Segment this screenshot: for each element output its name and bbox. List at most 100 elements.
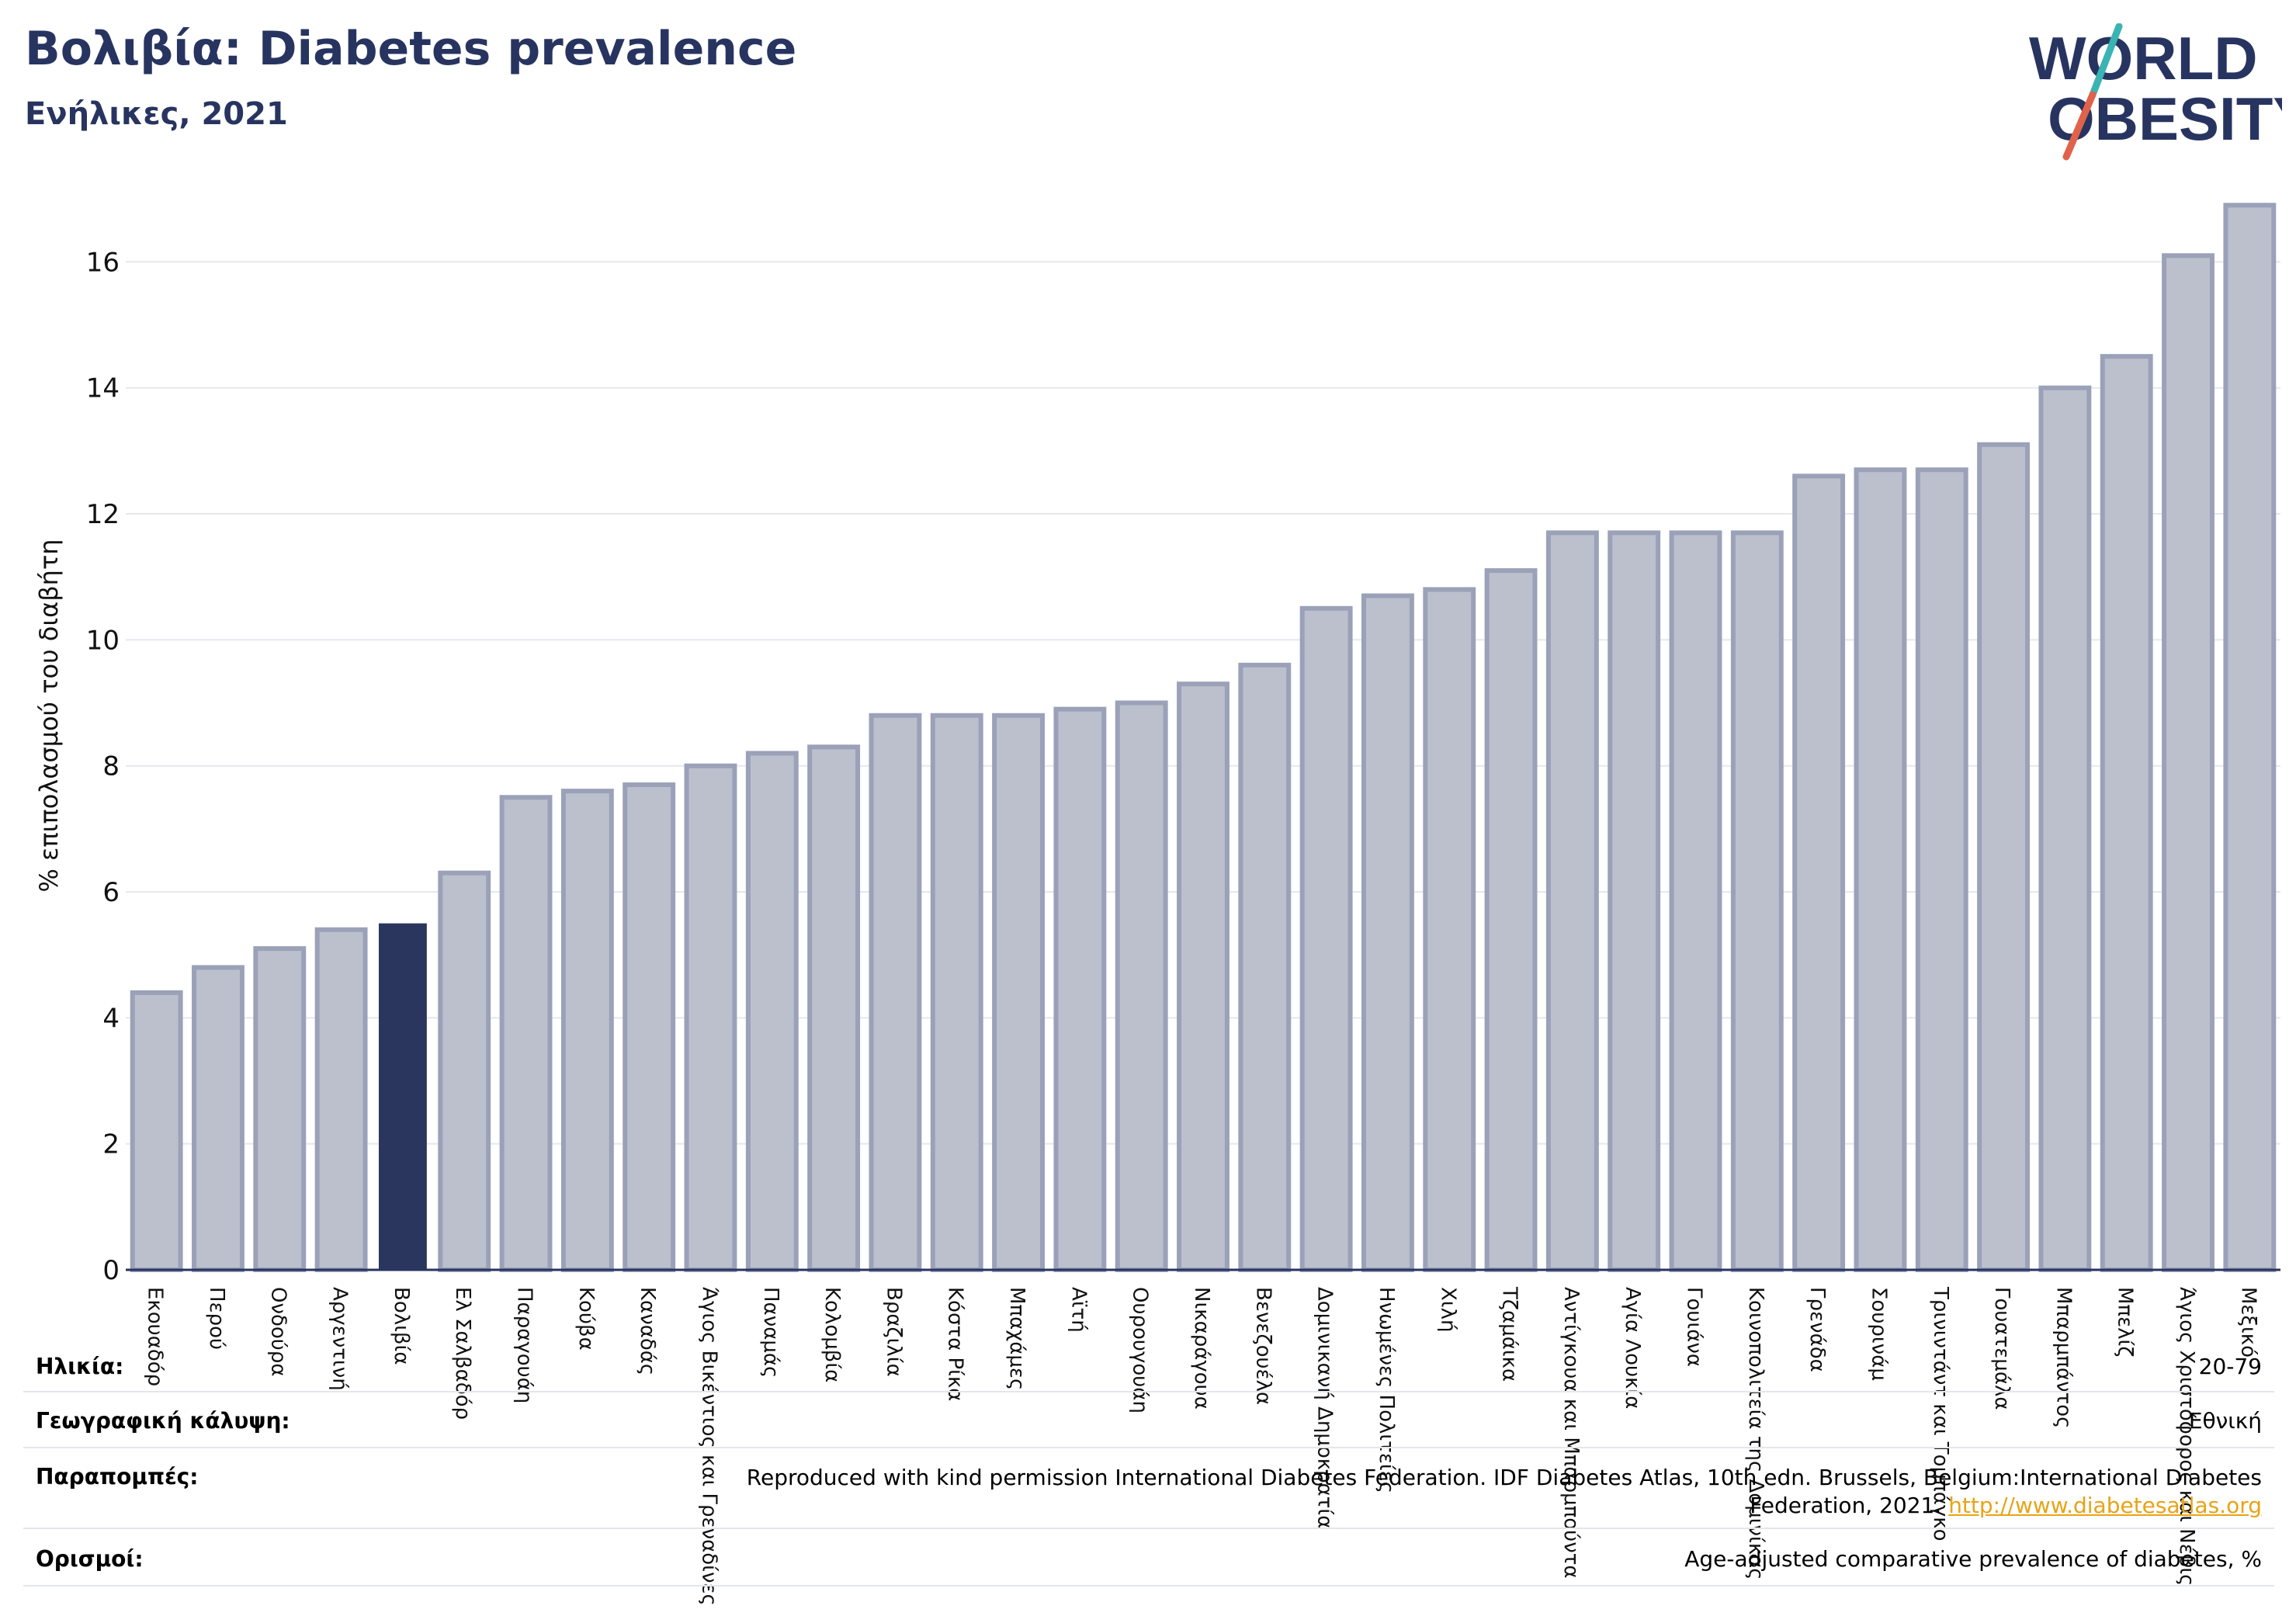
y-axis-label: % επιπολασμού του διαβήτη (34, 539, 64, 892)
meta-definitions-value: Age-adjusted comparative prevalence of d… (1684, 1546, 2262, 1572)
meta-coverage-label: Γεωγραφική κάλυψη: (36, 1408, 290, 1434)
page-subtitle: Ενήλικες, 2021 (25, 96, 288, 132)
y-tick-label: 6 (102, 877, 120, 908)
bar (2100, 354, 2153, 1272)
bar (1669, 530, 1722, 1272)
bar (1238, 662, 1292, 1272)
bar (130, 990, 183, 1272)
meta-references-value: Reproduced with kind permission Internat… (747, 1464, 2262, 1520)
x-tick-label: Παραγουάη (513, 1287, 536, 1403)
x-tick-label: Ελ Σαλβαδόρ (451, 1287, 474, 1420)
x-tick-label: Ηνωμένες Πολιτείες (1375, 1287, 1398, 1493)
meta-references-label: Παραπομπές: (36, 1464, 199, 1489)
bar (1053, 706, 1107, 1272)
x-tick-label: Σουρινάμ (1867, 1287, 1890, 1381)
x-tick-label: Δομινικανή Δημοκρατία (1313, 1287, 1337, 1528)
x-tick-label: Μεξικό (2236, 1287, 2260, 1358)
meta-references-line2: Federation, 2021. (1750, 1493, 1942, 1518)
bar (2223, 203, 2277, 1272)
x-tick-label: Αγία Λουκία (1621, 1287, 1644, 1409)
logo-slash-teal (2089, 23, 2123, 99)
bar (992, 713, 1045, 1272)
bar (438, 870, 491, 1273)
meta-row-definitions: Ορισμοί: Age-adjusted comparative preval… (23, 1529, 2274, 1587)
logo-slash-red (2062, 91, 2097, 161)
bar (1423, 587, 1476, 1272)
bar (1854, 467, 1907, 1272)
x-tick-label: Αϊτή (1066, 1287, 1090, 1333)
bar (684, 763, 737, 1272)
x-tick-label: Κοινοπολιτεία της Δομινίκας (1744, 1287, 1767, 1580)
bar (1792, 473, 1846, 1272)
bar (1730, 530, 1784, 1272)
x-tick-label: Κούβα (574, 1287, 598, 1351)
axes: 0 2 4 6 8 10 12 14 16 (86, 247, 2280, 1286)
meta-row-coverage: Γεωγραφική κάλυψη: Εθνική (23, 1392, 2274, 1448)
y-tick-label: 0 (102, 1255, 120, 1286)
x-tick-label: Αργεντινή (328, 1287, 352, 1391)
x-tick-label: Τζαμάικα (1498, 1286, 1521, 1382)
bar (1299, 605, 1353, 1272)
x-tick-label: Άγιος Χριστόφορος και Νέβις (2175, 1287, 2198, 1586)
bar (314, 927, 368, 1273)
meta-definitions-label: Ορισμοί: (36, 1546, 144, 1572)
x-tick-label: Γρενάδα (1805, 1287, 1829, 1372)
x-tick-label: Αντίγκουα και Μπαρμπούντα (1559, 1287, 1583, 1579)
logo-line2: OBESITY (2048, 85, 2282, 153)
bar (1915, 467, 1968, 1272)
y-tick-label: 2 (102, 1129, 120, 1160)
bar (807, 744, 861, 1272)
x-tick-label: Τρινιντάντ και Τομπάγκο (1929, 1286, 1952, 1542)
x-tick-label: Μπαχάμες (1005, 1287, 1028, 1390)
category-labels: Εκουαδόρ Περού Ονδούρα Αργεντινή Βολιβία Ελ Σ… (144, 1286, 2260, 1606)
bar (1177, 681, 1230, 1272)
y-tick-label: 16 (86, 247, 120, 278)
meta-age-label: Ηλικία: (36, 1354, 124, 1379)
y-tick-label: 8 (102, 751, 120, 782)
bar (869, 713, 922, 1272)
x-tick-label: Γουιάνα (1683, 1287, 1706, 1367)
world-obesity-logo: WORLD OBESITY (2029, 23, 2282, 161)
x-tick-label: Ονδούρα (266, 1287, 290, 1377)
x-tick-label: Γουατεμάλα (1990, 1287, 2013, 1410)
x-tick-label: Μπαρμπάντος (2051, 1287, 2075, 1428)
bar (2038, 385, 2092, 1272)
y-tick-label: 14 (86, 373, 120, 404)
bar (192, 965, 245, 1272)
diabetes-atlas-link[interactable]: http://www.diabetesatlas.org (1948, 1493, 2262, 1518)
meta-coverage-value: Εθνική (2188, 1408, 2262, 1434)
x-tick-label: Νικαράγουα (1190, 1287, 1213, 1410)
x-tick-label: Καναδάς (636, 1287, 659, 1375)
bar (930, 713, 983, 1272)
x-tick-label: Κολομβία (820, 1287, 844, 1382)
bar (1115, 700, 1168, 1272)
bar (745, 751, 799, 1272)
meta-row-references: Παραπομπές: Reproduced with kind permiss… (23, 1448, 2274, 1529)
x-tick-label: Βραζιλία (882, 1287, 905, 1377)
bar (2162, 253, 2214, 1273)
meta-row-age: Ηλικία: 20-79 (23, 1335, 2274, 1392)
meta-references-line1: Reproduced with kind permission Internat… (746, 1465, 2262, 1490)
meta-age-value: 20-79 (2198, 1354, 2262, 1379)
y-tick-label: 4 (102, 1003, 120, 1034)
x-tick-label: Περού (205, 1287, 228, 1350)
bar (499, 795, 553, 1272)
bar (623, 782, 676, 1272)
bar (1545, 530, 1599, 1272)
page-title: Βολιβία: Diabetes prevalence (25, 22, 797, 76)
x-tick-label: Εκουαδόρ (144, 1287, 167, 1386)
bar (1977, 442, 2031, 1272)
bar (1484, 568, 1538, 1272)
metadata-table: Ηλικία: 20-79 Γεωγραφική κάλυψη: Εθνική … (23, 1335, 2274, 1587)
y-tick-label: 10 (86, 625, 120, 656)
x-tick-label: Βολιβία (390, 1287, 413, 1365)
bar-highlight (378, 923, 427, 1270)
x-tick-label: Χιλή (1436, 1287, 1459, 1332)
bars (130, 203, 2277, 1273)
bar (253, 946, 307, 1273)
x-tick-label: Μπελίζ (2114, 1287, 2137, 1357)
x-tick-label: Άγιος Βικέντιος και Γρεναδίνες (697, 1287, 720, 1606)
bar (1361, 593, 1414, 1272)
x-tick-label: Παναμάς (759, 1287, 782, 1378)
